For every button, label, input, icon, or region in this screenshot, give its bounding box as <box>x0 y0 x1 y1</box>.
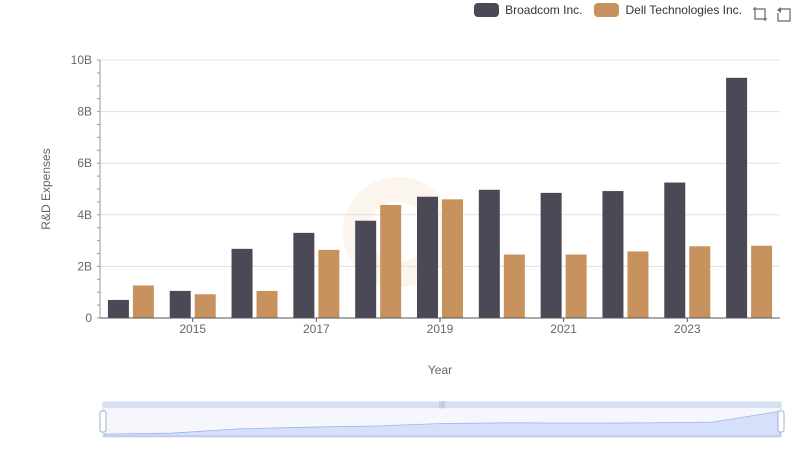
bar-dell-2018[interactable] <box>380 204 402 318</box>
zoom-handle-right[interactable] <box>777 410 785 433</box>
y-tick-label: 2B <box>77 259 92 273</box>
bar-dell-2017[interactable] <box>318 249 340 318</box>
bar-broadcom-2016[interactable] <box>231 248 253 318</box>
x-tick-label: 2023 <box>674 322 701 336</box>
x-axis: 2015 2017 2019 2021 2023 <box>100 317 780 336</box>
bar-dell-2015[interactable] <box>194 294 216 318</box>
legend-item-broadcom[interactable]: Broadcom Inc. <box>474 3 582 17</box>
zoom-icon[interactable] <box>752 6 768 22</box>
bar-series <box>107 77 773 318</box>
legend-swatch-dell <box>594 3 620 17</box>
bar-broadcom-2020[interactable] <box>478 189 500 318</box>
bar-dell-2014[interactable] <box>132 285 154 318</box>
bar-dell-2021[interactable] <box>565 254 587 318</box>
bar-dell-2019[interactable] <box>442 199 463 318</box>
bar-broadcom-2023[interactable] <box>664 182 686 318</box>
bar-broadcom-2024[interactable] <box>726 77 748 318</box>
legend-swatch-broadcom <box>474 3 500 17</box>
bar-dell-2022[interactable] <box>627 251 649 318</box>
legend: Broadcom Inc. Dell Technologies Inc. <box>474 3 742 17</box>
legend-item-dell[interactable]: Dell Technologies Inc. <box>594 3 742 17</box>
bar-dell-2020[interactable] <box>503 254 525 318</box>
zoom-handle-left[interactable] <box>99 410 107 433</box>
y-tick-label: 0 <box>85 311 92 325</box>
legend-label-dell: Dell Technologies Inc. <box>625 3 742 17</box>
bar-broadcom-2022[interactable] <box>602 191 624 318</box>
bar-broadcom-2015[interactable] <box>169 290 191 318</box>
y-tick-label: 10B <box>71 53 92 67</box>
bar-broadcom-2019[interactable] <box>417 196 438 318</box>
bar-broadcom-2014[interactable] <box>107 299 129 318</box>
bar-broadcom-2017[interactable] <box>293 232 315 318</box>
y-tick-label: 8B <box>77 105 92 119</box>
x-tick-label: 2015 <box>179 322 206 336</box>
y-tick-label: 4B <box>77 208 92 222</box>
bar-dell-2023[interactable] <box>689 246 711 318</box>
data-zoom-slider[interactable]: ||| <box>99 400 785 438</box>
bar-broadcom-2021[interactable] <box>540 192 562 318</box>
x-tick-label: 2019 <box>427 322 454 336</box>
x-tick-label: 2017 <box>303 322 330 336</box>
y-tick-label: 6B <box>77 156 92 170</box>
bar-dell-2016[interactable] <box>256 290 278 318</box>
toolbox <box>752 6 792 22</box>
svg-text:|||: ||| <box>439 400 445 409</box>
bar-dell-2024[interactable] <box>751 245 773 318</box>
bar-broadcom-2018[interactable] <box>355 220 377 318</box>
y-axis-label: R&D Expenses <box>39 148 53 229</box>
y-axis: 0 2B 4B 6B 8B 10B <box>71 53 101 325</box>
restore-icon[interactable] <box>776 6 792 22</box>
x-tick-label: 2021 <box>550 322 577 336</box>
zoom-preview-area <box>103 410 781 437</box>
legend-label-broadcom: Broadcom Inc. <box>505 3 583 17</box>
x-axis-label: Year <box>428 363 452 377</box>
